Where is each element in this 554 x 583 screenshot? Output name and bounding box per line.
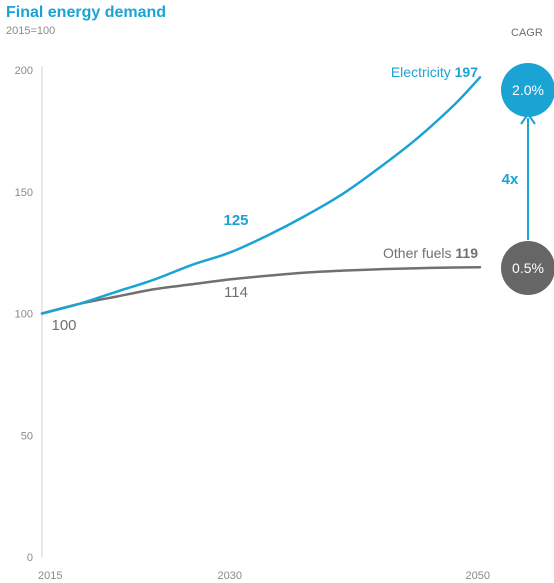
y-tick-label: 100	[15, 309, 33, 321]
chart-subtitle: 2015=100	[6, 25, 56, 37]
y-tick-label: 200	[15, 65, 33, 77]
cagr-other-fuels-circle	[501, 241, 554, 295]
series-line-other-fuels	[40, 265, 482, 315]
x-tick-label: 2050	[466, 570, 490, 582]
y-tick-label: 0	[27, 552, 33, 564]
data-label: 114	[224, 284, 248, 301]
cagr-electricity-value: 2.0%	[512, 82, 544, 98]
series-name: Other fuels	[383, 245, 455, 261]
series-end-label: Electricity 197	[391, 64, 478, 80]
series-end-label: Other fuels 119	[383, 245, 478, 261]
data-label: 125	[223, 212, 248, 229]
x-tick-label: 2030	[217, 570, 241, 582]
cagr-ratio-label: 4x	[502, 171, 519, 188]
x-tick-label: 2015	[38, 570, 62, 582]
data-label: 100	[51, 317, 76, 334]
series-name: Electricity	[391, 64, 455, 80]
series-end-value: 119	[455, 245, 478, 261]
chart-title: Final energy demand	[6, 4, 167, 21]
cagr-other-fuels-value: 0.5%	[512, 260, 544, 276]
y-tick-label: 50	[21, 430, 33, 442]
y-tick-label: 150	[15, 187, 33, 199]
cagr-title: CAGR	[511, 27, 543, 39]
series-end-value: 197	[455, 64, 479, 80]
cagr-electricity-circle	[501, 63, 554, 117]
series-line-electricity	[40, 76, 482, 315]
